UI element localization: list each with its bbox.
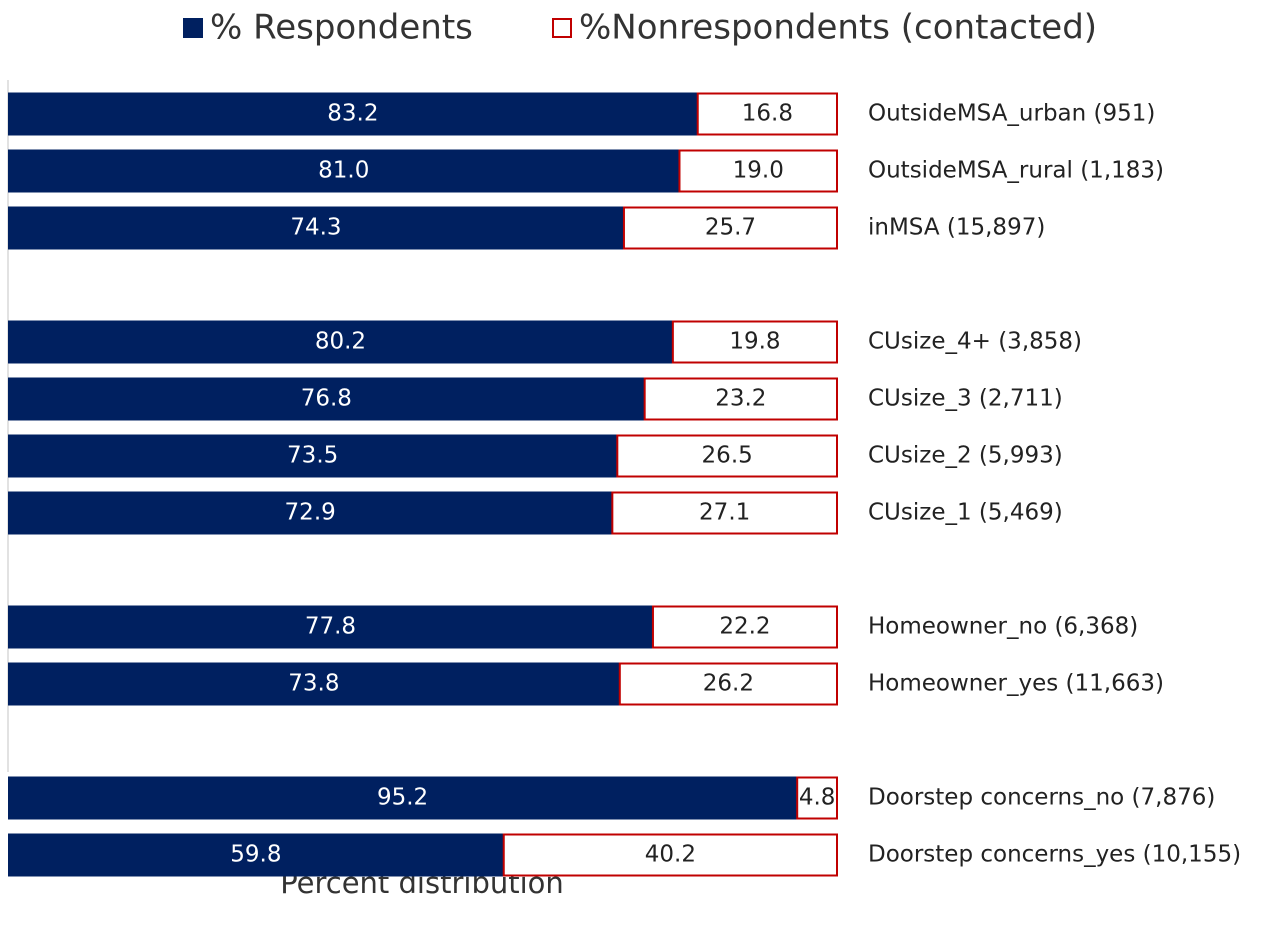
category-label: Homeowner_yes (11,663) bbox=[868, 671, 1164, 697]
bar-segment bbox=[696, 92, 839, 136]
value-label: 77.8 bbox=[305, 614, 356, 640]
value-label: 59.8 bbox=[230, 842, 281, 868]
category-label: CUsize_1 (5,469) bbox=[868, 500, 1063, 526]
value-label: 72.9 bbox=[285, 500, 336, 526]
value-label: 81.0 bbox=[318, 158, 369, 184]
category-label: CUsize_4+ (3,858) bbox=[868, 329, 1082, 355]
value-label: 19.8 bbox=[729, 329, 780, 355]
bar-segment bbox=[8, 149, 680, 193]
bar-segment bbox=[671, 320, 838, 364]
category-label: Doorstep concerns_yes (10,155) bbox=[868, 842, 1241, 868]
bar-segment bbox=[8, 491, 613, 535]
bar-segment bbox=[8, 776, 798, 820]
bar-segment bbox=[8, 833, 504, 877]
value-label: 95.2 bbox=[377, 785, 428, 811]
bar-segment bbox=[8, 377, 645, 421]
bar-segment bbox=[651, 605, 838, 649]
value-label: 40.2 bbox=[645, 842, 696, 868]
value-label: 25.7 bbox=[705, 215, 756, 241]
value-label: 80.2 bbox=[315, 329, 366, 355]
bar-segment bbox=[8, 662, 620, 706]
bar-segment bbox=[618, 662, 838, 706]
value-label: 19.0 bbox=[733, 158, 784, 184]
category-label: OutsideMSA_rural (1,183) bbox=[868, 158, 1164, 184]
bar-segment bbox=[643, 377, 838, 421]
bar-segment bbox=[616, 434, 838, 478]
bar-segment bbox=[611, 491, 838, 535]
bar-segment bbox=[8, 206, 624, 250]
bar-segment bbox=[8, 605, 653, 649]
bar-segment bbox=[8, 434, 618, 478]
bar-segment bbox=[8, 320, 673, 364]
category-label: Doorstep concerns_no (7,876) bbox=[868, 785, 1215, 811]
bar-segment bbox=[796, 776, 839, 820]
category-label: CUsize_2 (5,993) bbox=[868, 443, 1063, 469]
value-label: 23.2 bbox=[715, 386, 766, 412]
category-label: Homeowner_no (6,368) bbox=[868, 614, 1138, 640]
value-label: 76.8 bbox=[301, 386, 352, 412]
bar-segment bbox=[622, 206, 839, 250]
value-label: 26.5 bbox=[702, 443, 753, 469]
value-label: 4.8 bbox=[799, 785, 836, 811]
value-label: 22.2 bbox=[719, 614, 770, 640]
legend-label: %Nonrespondents (contacted) bbox=[579, 8, 1097, 48]
category-label: OutsideMSA_urban (951) bbox=[868, 101, 1155, 127]
category-label: CUsize_3 (2,711) bbox=[868, 386, 1063, 412]
bar-segment bbox=[678, 149, 838, 193]
value-label: 27.1 bbox=[699, 500, 750, 526]
legend-label: % Respondents bbox=[210, 8, 473, 48]
value-label: 26.2 bbox=[703, 671, 754, 697]
value-label: 73.5 bbox=[287, 443, 338, 469]
value-label: 16.8 bbox=[742, 101, 793, 127]
value-label: 74.3 bbox=[290, 215, 341, 241]
bar-segment bbox=[8, 92, 698, 136]
legend-swatch bbox=[183, 18, 203, 38]
value-label: 83.2 bbox=[327, 101, 378, 127]
legend-swatch bbox=[552, 18, 572, 38]
value-label: 73.8 bbox=[288, 671, 339, 697]
bar-segment bbox=[502, 833, 838, 877]
category-label: inMSA (15,897) bbox=[868, 215, 1045, 241]
